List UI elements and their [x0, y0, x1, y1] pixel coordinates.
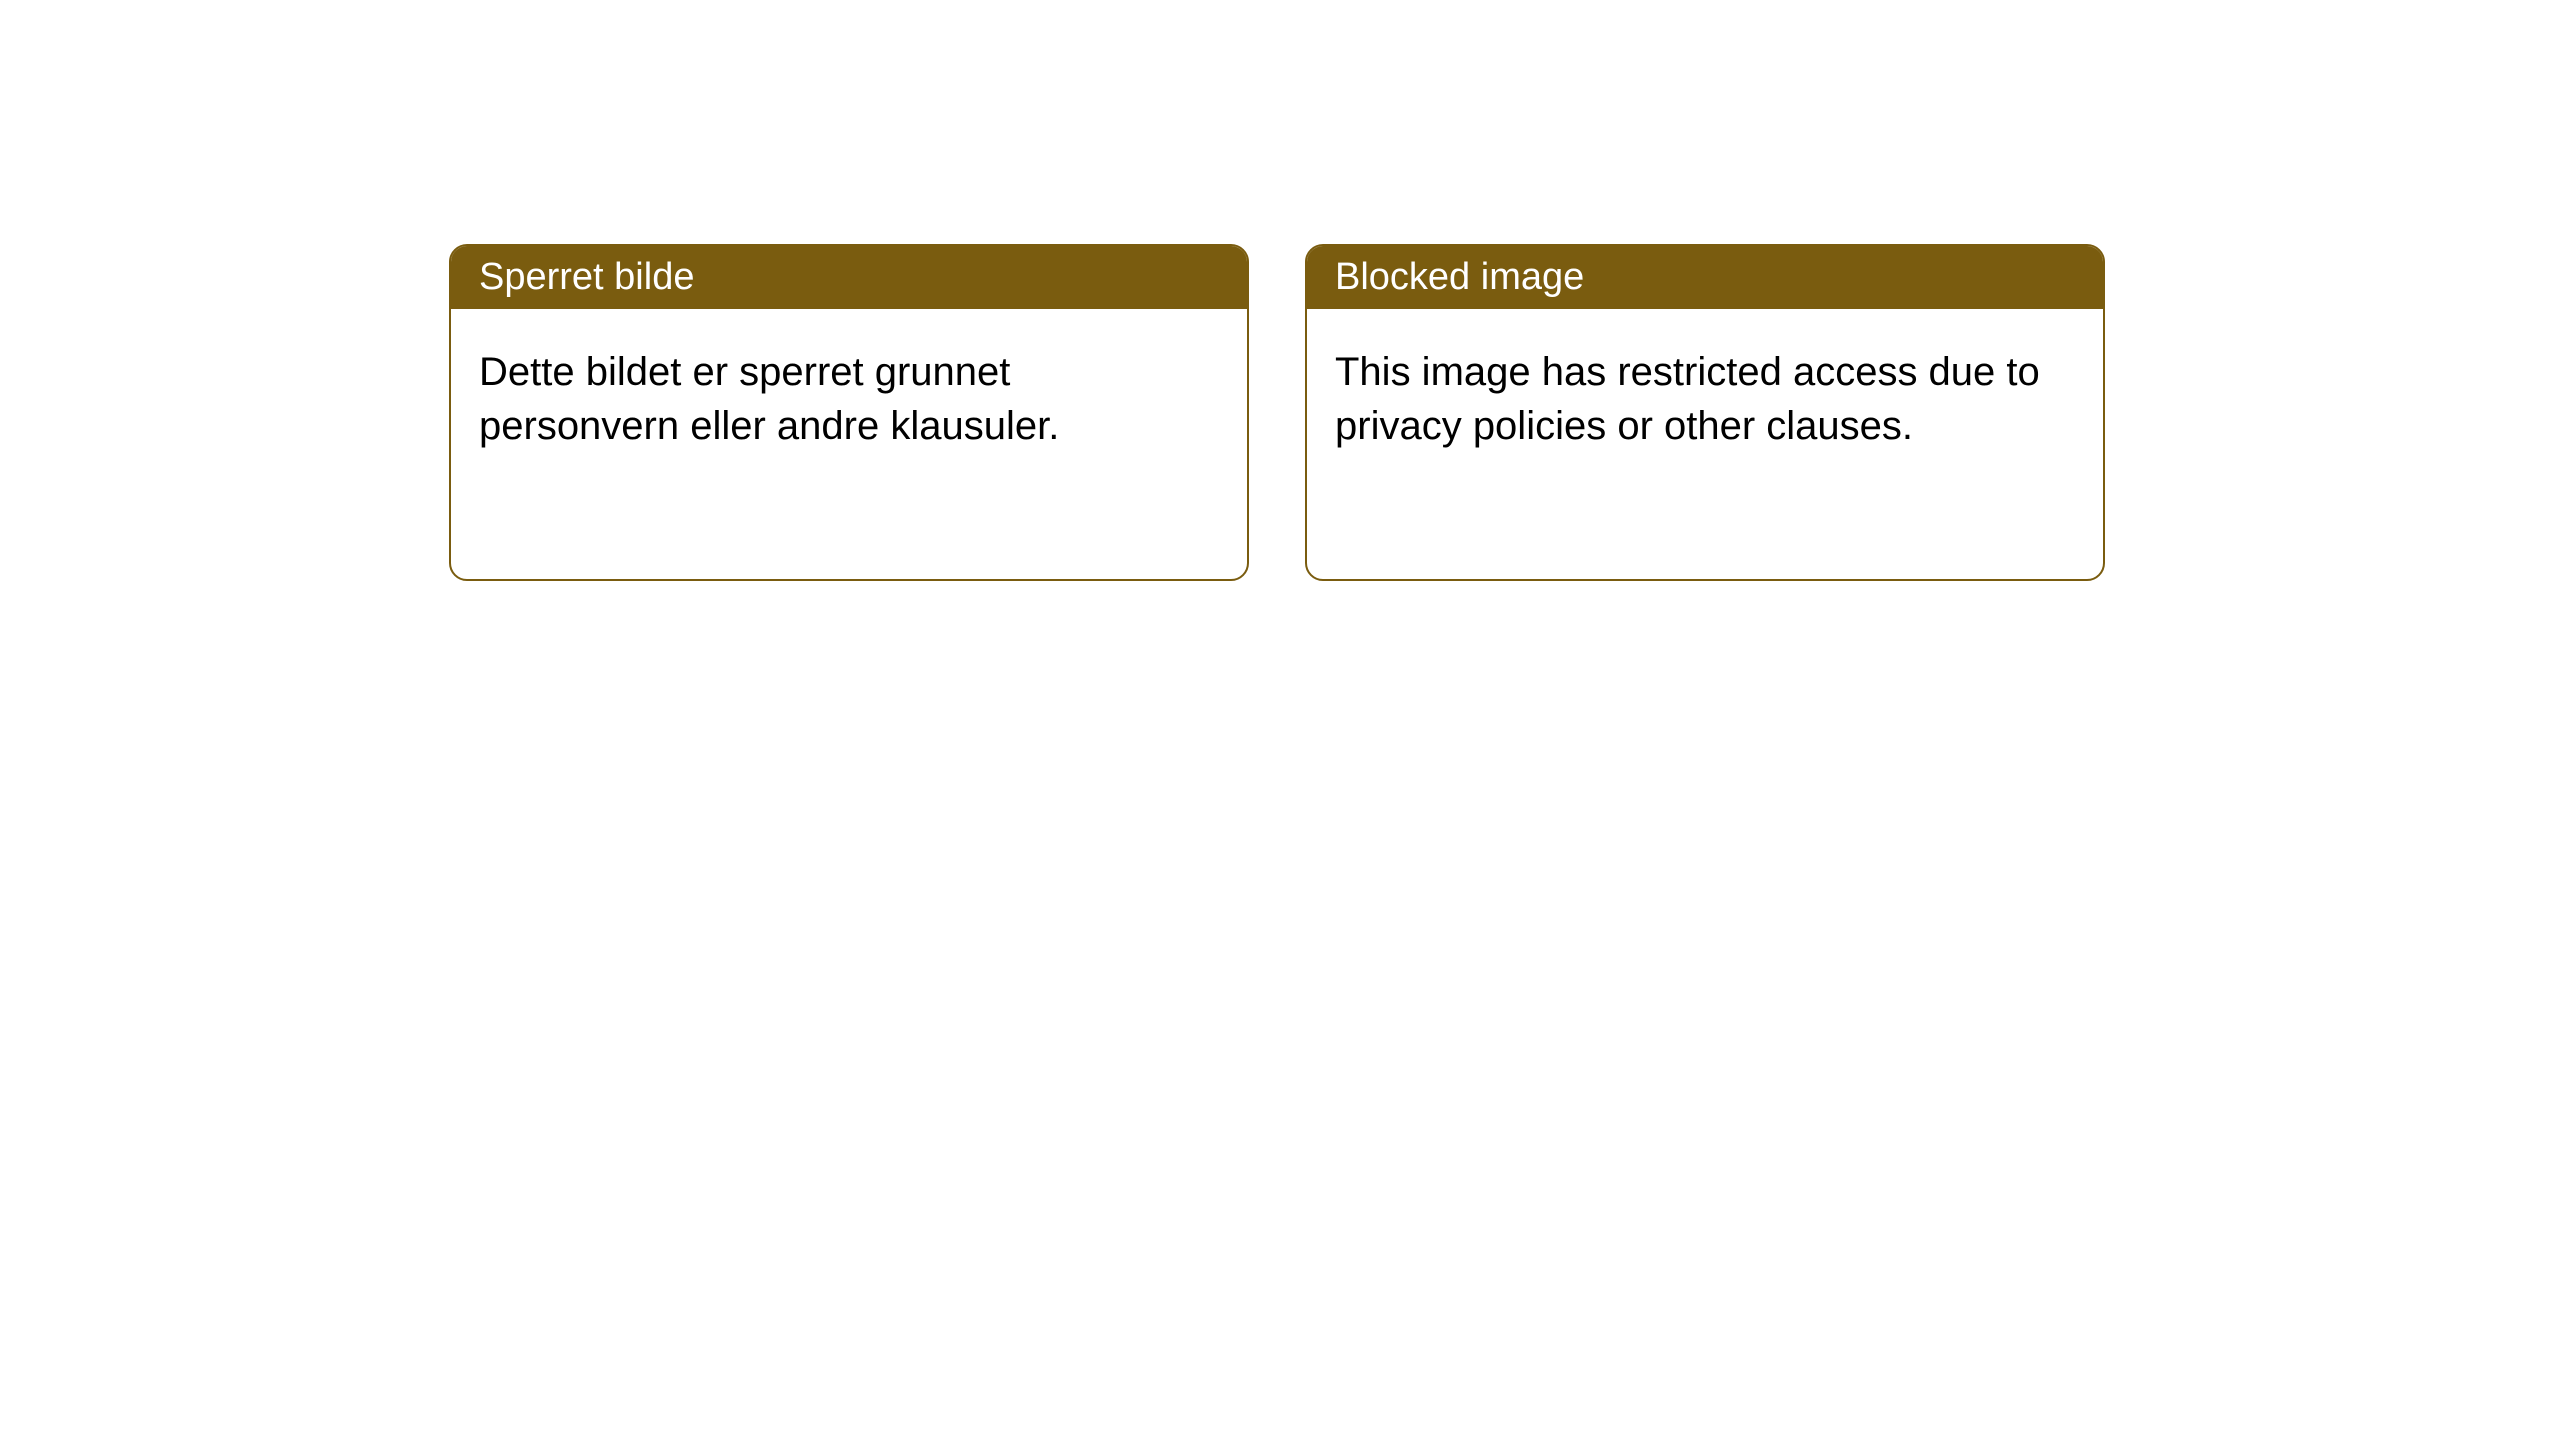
card-body-text-norwegian: Dette bildet er sperret grunnet personve… [479, 350, 1059, 448]
card-header-english: Blocked image [1307, 246, 2103, 309]
card-title-english: Blocked image [1335, 256, 1584, 298]
card-header-norwegian: Sperret bilde [451, 246, 1247, 309]
card-title-norwegian: Sperret bilde [479, 256, 694, 298]
card-english: Blocked image This image has restricted … [1305, 244, 2105, 581]
card-norwegian: Sperret bilde Dette bildet er sperret gr… [449, 244, 1249, 581]
card-body-norwegian: Dette bildet er sperret grunnet personve… [451, 309, 1247, 579]
cards-container: Sperret bilde Dette bildet er sperret gr… [449, 244, 2105, 581]
card-body-english: This image has restricted access due to … [1307, 309, 2103, 579]
card-body-text-english: This image has restricted access due to … [1335, 350, 2040, 448]
